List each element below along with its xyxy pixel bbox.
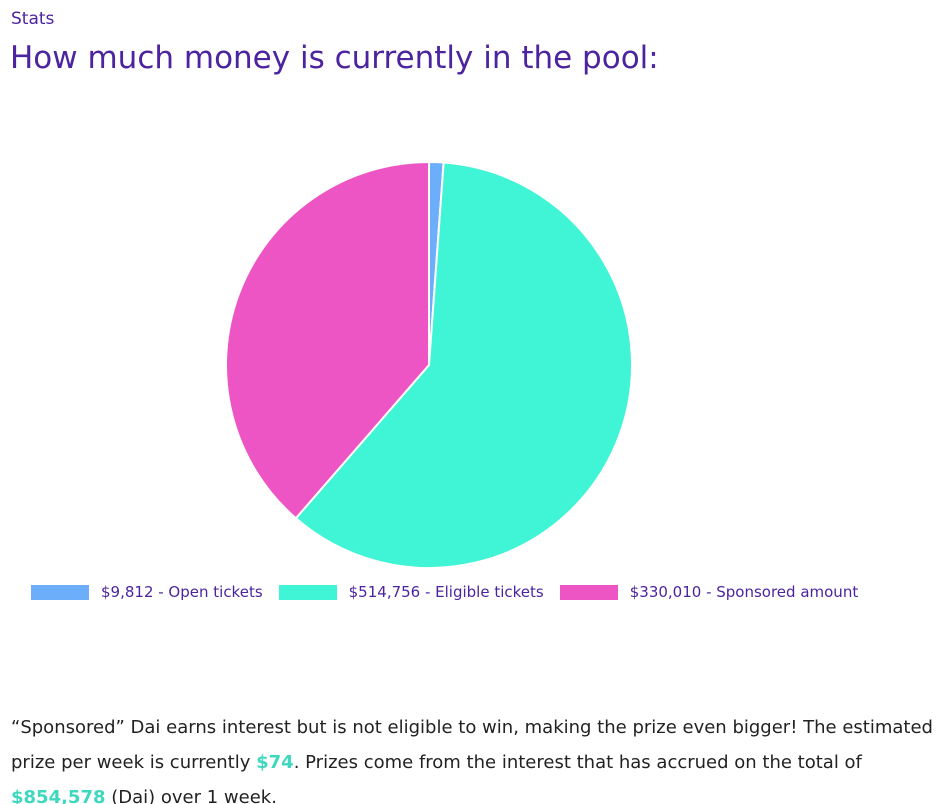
pie-slice-sponsored-amount[interactable] [225,160,430,520]
legend-swatch-eligible-tickets [278,584,337,600]
pool-description: “Sponsored” Dai earns interest but is no… [11,710,936,804]
description-text-1: “Sponsored” Dai earns interest but is no… [11,717,933,773]
total-amount: $854,578 [11,787,106,804]
legend-swatch-open-tickets [31,584,89,600]
page-title: How much money is currently in the pool: [10,40,659,76]
description-text-3: (Dai) over 1 week. [105,787,277,804]
pie-slice-eligible-tickets[interactable] [294,161,633,569]
pie-chart [225,160,633,569]
legend-label-sponsored-amount: $330,010 - Sponsored amount [629,583,859,601]
legend-item-open-tickets[interactable]: $9,812 - Open tickets [31,583,263,601]
chart-legend: $9,812 - Open tickets $514,756 - Eligibl… [31,580,874,604]
legend-label-eligible-tickets: $514,756 - Eligible tickets [348,583,544,601]
legend-item-sponsored-amount[interactable]: $330,010 - Sponsored amount [559,583,859,601]
legend-label-open-tickets: $9,812 - Open tickets [101,583,263,601]
section-eyebrow: Stats [11,9,55,29]
pool-chart [225,160,633,569]
legend-item-eligible-tickets[interactable]: $514,756 - Eligible tickets [278,583,544,601]
prize-amount: $74 [256,752,294,773]
description-text-2: . Prizes come from the interest that has… [293,752,862,773]
legend-swatch-sponsored-amount [559,584,618,600]
